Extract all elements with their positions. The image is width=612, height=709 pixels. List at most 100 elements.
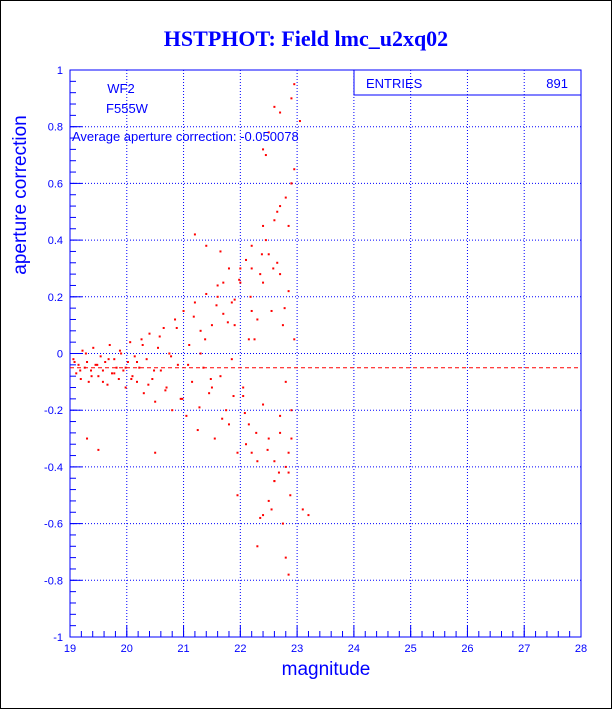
- data-point: [196, 429, 199, 432]
- data-point: [245, 258, 248, 261]
- data-point: [281, 324, 284, 327]
- data-point: [279, 205, 282, 208]
- data-point: [96, 363, 99, 366]
- data-point: [267, 131, 270, 134]
- data-point: [290, 409, 293, 412]
- data-point: [222, 281, 225, 284]
- data-point: [259, 516, 262, 519]
- data-point: [215, 304, 218, 307]
- data-point: [289, 494, 292, 497]
- x-tick-label: 24: [348, 643, 360, 655]
- data-point: [293, 168, 296, 171]
- data-point: [238, 278, 241, 281]
- data-point: [279, 273, 282, 276]
- data-point: [255, 431, 258, 434]
- data-point: [262, 224, 265, 227]
- data-point: [264, 154, 267, 157]
- data-point: [147, 383, 150, 386]
- data-point: [162, 326, 165, 329]
- chart-title: HSTPHOT: Field lmc_u2xq02: [164, 26, 448, 51]
- data-point: [242, 395, 245, 398]
- y-tick-label: 0.2: [48, 292, 63, 304]
- data-point: [290, 437, 293, 440]
- data-point: [192, 315, 195, 318]
- data-point: [225, 409, 228, 412]
- x-tick-label: 22: [234, 643, 246, 655]
- data-point: [287, 451, 290, 454]
- grid-lines: [70, 70, 581, 637]
- data-point: [209, 378, 212, 381]
- data-point: [250, 451, 253, 454]
- y-tick-label: 0.4: [48, 235, 63, 247]
- y-tick-label: -0.4: [44, 462, 63, 474]
- data-point: [135, 380, 138, 383]
- y-tick-label: 0: [57, 349, 63, 361]
- data-point: [111, 372, 114, 375]
- data-point: [171, 409, 174, 412]
- x-tick-labels: 19 20 21 22 23 24 25 26 27 28: [64, 643, 587, 655]
- stats-box: [353, 69, 582, 96]
- data-points: [72, 83, 310, 576]
- data-point: [236, 451, 239, 454]
- data-point: [279, 431, 282, 434]
- data-point: [247, 423, 250, 426]
- data-point: [148, 332, 151, 335]
- data-point: [115, 366, 118, 369]
- x-tick-label: 20: [121, 643, 133, 655]
- data-point: [253, 338, 256, 341]
- data-point: [165, 386, 168, 389]
- data-point: [266, 448, 269, 451]
- data-point: [176, 363, 179, 366]
- data-point: [193, 233, 196, 236]
- data-point: [101, 369, 104, 372]
- data-point: [188, 343, 191, 346]
- data-point: [262, 148, 265, 151]
- data-point: [175, 326, 178, 329]
- data-point: [117, 378, 120, 381]
- data-point: [168, 352, 171, 355]
- data-point: [138, 366, 141, 369]
- y-axis-label: aperture correction: [10, 115, 31, 274]
- data-point: [199, 352, 202, 355]
- data-point: [81, 349, 84, 352]
- x-tick-label: 25: [405, 643, 417, 655]
- x-tick-label: 26: [461, 643, 473, 655]
- data-point: [250, 309, 253, 312]
- x-tick-label: 27: [518, 643, 530, 655]
- data-point: [227, 267, 230, 270]
- data-point: [97, 448, 100, 451]
- data-point: [118, 349, 121, 352]
- data-point: [179, 397, 182, 400]
- data-point: [154, 400, 157, 403]
- data-point: [84, 352, 87, 355]
- data-point: [226, 321, 229, 324]
- data-point: [256, 318, 259, 321]
- data-point: [99, 355, 102, 358]
- data-point: [108, 343, 111, 346]
- data-point: [135, 361, 138, 364]
- data-point: [107, 358, 110, 361]
- data-point: [86, 437, 89, 440]
- data-point: [236, 494, 239, 497]
- y-tick-label: 0.6: [48, 178, 63, 190]
- data-point: [284, 465, 287, 468]
- data-point: [273, 460, 276, 463]
- data-point: [205, 244, 208, 247]
- data-point: [216, 295, 219, 298]
- data-point: [290, 97, 293, 100]
- data-point: [145, 358, 148, 361]
- data-point: [301, 508, 304, 511]
- data-point: [101, 380, 104, 383]
- data-point: [130, 378, 133, 381]
- data-point: [230, 301, 233, 304]
- data-point: [72, 358, 75, 361]
- data-point: [298, 120, 301, 123]
- data-point: [272, 267, 275, 270]
- y-tick-label: 1: [57, 65, 63, 77]
- data-point: [191, 380, 194, 383]
- data-point: [170, 355, 173, 358]
- data-point: [284, 196, 287, 199]
- data-point: [106, 383, 109, 386]
- data-point: [210, 324, 213, 327]
